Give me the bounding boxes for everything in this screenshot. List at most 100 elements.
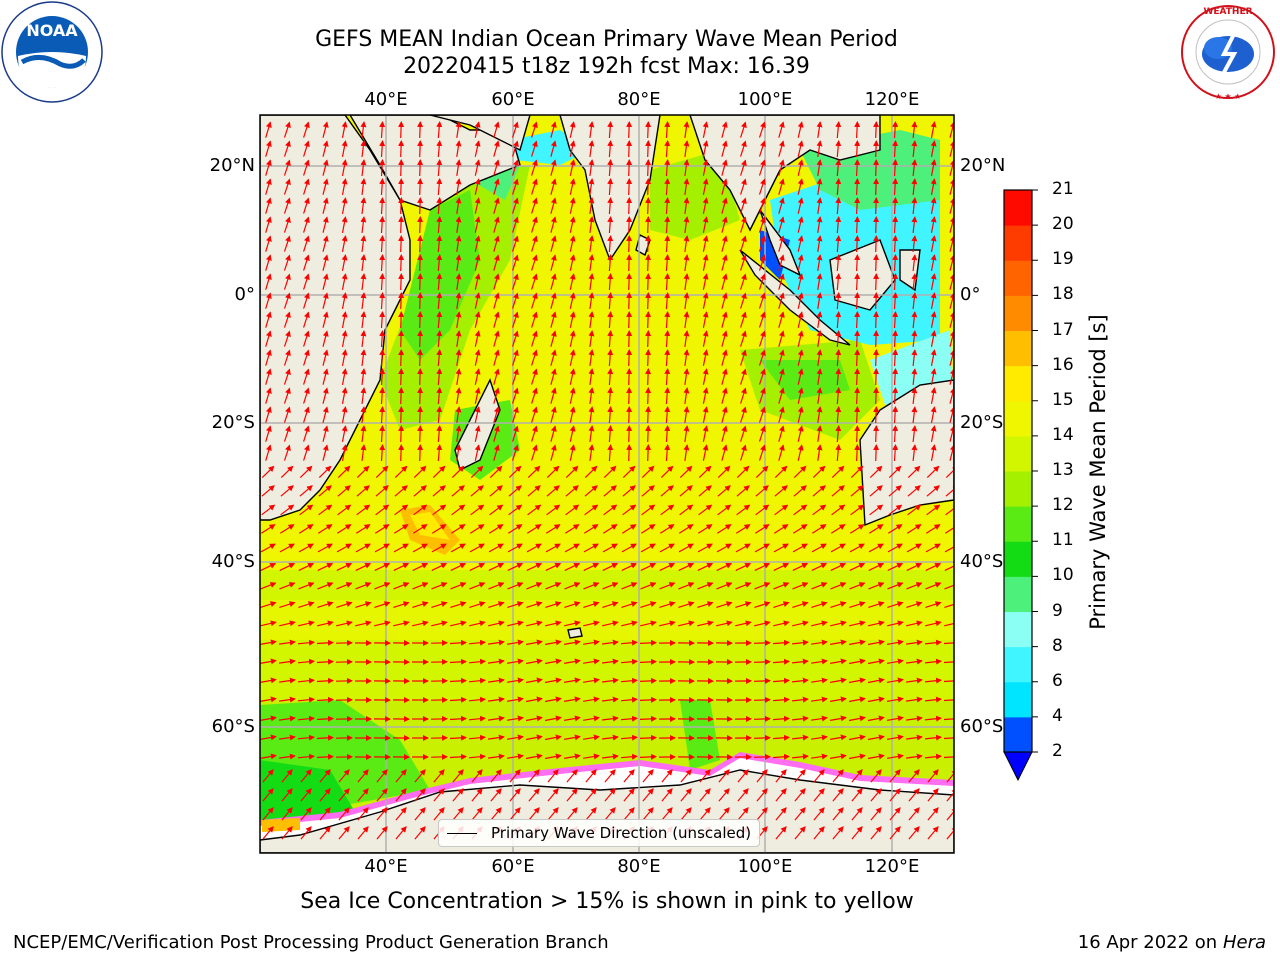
wave-arrow (337, 504, 352, 516)
wave-arrow (569, 254, 576, 271)
wave-arrow (778, 140, 785, 157)
wave-arrow (758, 235, 766, 252)
wave-arrow (398, 216, 405, 234)
wave-arrow (892, 330, 899, 348)
wave-arrow (835, 197, 842, 215)
colorbar-segment (1004, 506, 1032, 542)
wave-arrow (360, 140, 367, 157)
wave-arrow (778, 330, 785, 347)
wave-arrow (550, 140, 557, 157)
wave-arrow (797, 121, 804, 138)
wave-arrow (835, 140, 842, 158)
wave-arrow (639, 753, 657, 760)
wave-arrow (588, 235, 595, 252)
wave-arrow (336, 582, 353, 590)
wave-arrow (740, 368, 747, 385)
wave-arrow (854, 387, 861, 405)
wave-arrow (493, 121, 500, 138)
wave-arrow (854, 197, 861, 215)
wave-arrow (892, 292, 899, 310)
wave-arrow (602, 543, 618, 553)
wave-arrow (512, 368, 519, 385)
wave-arrow (645, 406, 652, 424)
wave-arrow (702, 349, 709, 366)
wave-arrow (811, 563, 828, 571)
wave-arrow (716, 543, 732, 553)
wave-arrow (469, 582, 486, 590)
wave-arrow (659, 524, 675, 534)
wave-arrow (797, 273, 804, 290)
wave-arrow (455, 140, 462, 157)
wave-arrow (469, 563, 486, 571)
wave-arrow (550, 349, 557, 366)
wave-arrow (774, 465, 788, 479)
wave-arrow (664, 349, 671, 367)
wave-arrow (911, 254, 918, 271)
wave-arrow (279, 563, 296, 571)
wave-arrow (379, 235, 386, 253)
wave-arrow (721, 178, 728, 195)
wave-arrow (907, 485, 921, 497)
wave-arrow (474, 368, 481, 385)
wave-arrow (830, 582, 847, 590)
wave-arrow (550, 216, 557, 233)
wave-arrow (755, 504, 770, 516)
wave-arrow (260, 639, 277, 646)
lat-label-right: 60°S (960, 716, 1004, 737)
wave-arrow (283, 273, 291, 290)
wave-arrow (493, 254, 500, 271)
chart-title: GEFS MEAN Indian Ocean Primary Wave Mean… (315, 27, 898, 52)
wave-arrow (721, 121, 728, 138)
wave-arrow (702, 273, 709, 290)
wave-arrow (265, 197, 272, 214)
wave-arrow (816, 292, 823, 309)
wave-arrow (778, 197, 785, 214)
lat-label-left: 60°S (211, 716, 255, 737)
wave-arrow (911, 368, 918, 385)
wave-arrow (892, 254, 899, 272)
wave-arrow (854, 311, 861, 329)
wave-arrow (621, 601, 638, 608)
wave-arrow (283, 311, 291, 328)
wave-arrow (398, 311, 405, 329)
wave-arrow (398, 330, 405, 348)
wave-arrow (393, 601, 410, 608)
wave-arrow (265, 292, 272, 309)
wave-arrow (474, 159, 481, 176)
wave-arrow (436, 216, 443, 234)
lon-label-bottom: 120°E (864, 856, 920, 877)
wave-arrow (854, 254, 861, 272)
wave-arrow (683, 368, 690, 385)
wave-arrow (683, 235, 690, 252)
wave-arrow (639, 696, 657, 703)
wave-arrow (283, 387, 291, 404)
wave-arrow (683, 273, 690, 290)
wave-arrow (816, 121, 823, 138)
wave-arrow (911, 406, 918, 423)
wave-arrow (317, 563, 334, 571)
lon-label-top: 40°E (364, 89, 408, 110)
wave-arrow (873, 235, 880, 253)
wave-arrow (379, 216, 386, 234)
colorbar-level-label: 15 (1052, 389, 1074, 410)
wave-arrow (607, 121, 614, 139)
wave-arrow (512, 330, 519, 347)
wave-arrow (531, 368, 538, 385)
lon-label-bottom: 100°E (737, 856, 793, 877)
wave-arrow (873, 121, 880, 139)
wave-arrow (417, 235, 424, 253)
wave-arrow (717, 485, 731, 497)
wave-arrow (322, 121, 329, 138)
wave-arrow (507, 524, 523, 534)
wave-arrow (797, 159, 804, 176)
wave-arrow (341, 387, 348, 405)
wave-arrow (626, 349, 633, 367)
wave-arrow (474, 349, 481, 366)
wave-arrow (854, 349, 861, 367)
wave-arrow (526, 524, 542, 534)
wave-arrow (583, 601, 600, 608)
wave-arrow (607, 159, 614, 177)
wave-arrow (887, 524, 903, 534)
wave-arrow (303, 425, 310, 442)
wave-arrow (778, 254, 785, 271)
